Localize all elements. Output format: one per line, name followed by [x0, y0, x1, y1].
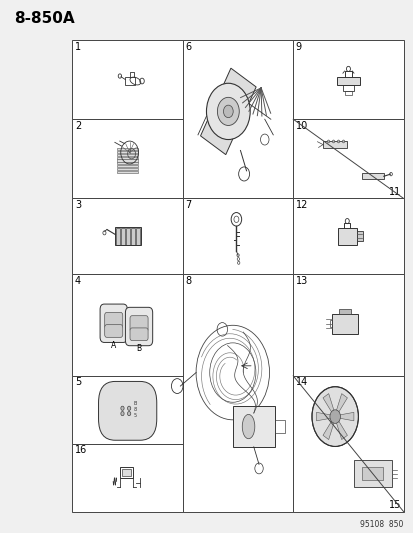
Bar: [122, 469, 130, 476]
Polygon shape: [200, 68, 256, 155]
Bar: [131, 228, 135, 245]
Bar: [125, 77, 135, 85]
Bar: [274, 420, 285, 433]
Bar: [121, 228, 125, 245]
Text: 9: 9: [295, 42, 301, 52]
Circle shape: [329, 410, 339, 423]
Text: 5: 5: [75, 377, 81, 387]
Circle shape: [337, 140, 339, 143]
FancyBboxPatch shape: [130, 316, 148, 332]
Text: 8-850A: 8-850A: [14, 11, 75, 26]
Bar: [183, 198, 292, 274]
Polygon shape: [322, 393, 334, 414]
Text: A: A: [111, 341, 116, 350]
Polygon shape: [322, 419, 334, 440]
Bar: [342, 85, 353, 91]
Polygon shape: [335, 419, 347, 440]
Circle shape: [127, 406, 131, 410]
Text: 6: 6: [185, 42, 191, 52]
Circle shape: [217, 98, 239, 125]
Circle shape: [327, 140, 329, 143]
Bar: [292, 40, 403, 119]
Bar: [126, 228, 130, 245]
Polygon shape: [337, 413, 353, 421]
Bar: [232, 406, 274, 447]
Text: 12: 12: [295, 200, 307, 210]
Bar: [135, 228, 140, 245]
Bar: [116, 165, 138, 167]
Bar: [344, 91, 351, 94]
Bar: [72, 119, 183, 198]
Bar: [72, 40, 183, 119]
Bar: [72, 376, 183, 444]
Bar: [183, 274, 292, 512]
Circle shape: [127, 411, 131, 416]
Bar: [116, 148, 138, 150]
Bar: [116, 151, 138, 154]
Text: 13: 13: [295, 276, 307, 286]
Bar: [116, 228, 120, 245]
FancyBboxPatch shape: [104, 325, 123, 337]
Text: B
8
5: B 8 5: [133, 401, 136, 418]
FancyBboxPatch shape: [104, 312, 123, 328]
Polygon shape: [335, 393, 347, 414]
Circle shape: [121, 406, 124, 410]
Circle shape: [342, 140, 344, 143]
Bar: [72, 444, 183, 512]
Bar: [353, 460, 391, 487]
Bar: [72, 274, 183, 376]
Text: 8: 8: [185, 276, 191, 286]
Circle shape: [332, 140, 334, 143]
Bar: [115, 227, 140, 245]
Bar: [338, 309, 350, 314]
Circle shape: [311, 387, 358, 447]
Bar: [292, 274, 403, 376]
Bar: [183, 40, 292, 198]
Bar: [361, 467, 382, 480]
Text: 7: 7: [185, 200, 191, 210]
Bar: [330, 320, 331, 327]
Text: 10: 10: [295, 121, 307, 131]
FancyBboxPatch shape: [100, 304, 127, 342]
Bar: [116, 171, 138, 173]
Text: B: B: [136, 344, 141, 353]
Bar: [72, 198, 183, 274]
Bar: [116, 162, 138, 164]
Circle shape: [223, 105, 233, 118]
Text: 11: 11: [388, 187, 400, 197]
Bar: [337, 77, 358, 85]
Bar: [120, 466, 133, 479]
Text: 3: 3: [75, 200, 81, 210]
FancyBboxPatch shape: [130, 328, 148, 341]
Circle shape: [206, 83, 249, 140]
Circle shape: [121, 411, 124, 416]
Ellipse shape: [242, 415, 254, 439]
FancyBboxPatch shape: [98, 382, 157, 440]
Bar: [331, 314, 357, 334]
FancyBboxPatch shape: [125, 308, 152, 346]
Bar: [292, 198, 403, 274]
Text: 16: 16: [75, 446, 87, 455]
Bar: [337, 228, 356, 245]
Polygon shape: [316, 413, 331, 421]
Bar: [116, 154, 138, 156]
Bar: [116, 159, 138, 161]
Bar: [361, 173, 383, 179]
Bar: [356, 231, 362, 241]
Bar: [292, 376, 403, 512]
Bar: [116, 157, 138, 159]
Text: 15: 15: [388, 500, 400, 510]
Bar: [292, 119, 403, 198]
Text: 4: 4: [75, 276, 81, 286]
Bar: [116, 168, 138, 170]
Bar: [322, 141, 347, 148]
Text: 14: 14: [295, 377, 307, 387]
Text: 2: 2: [75, 121, 81, 131]
Text: 95108  850: 95108 850: [359, 520, 403, 529]
Text: 1: 1: [75, 42, 81, 52]
